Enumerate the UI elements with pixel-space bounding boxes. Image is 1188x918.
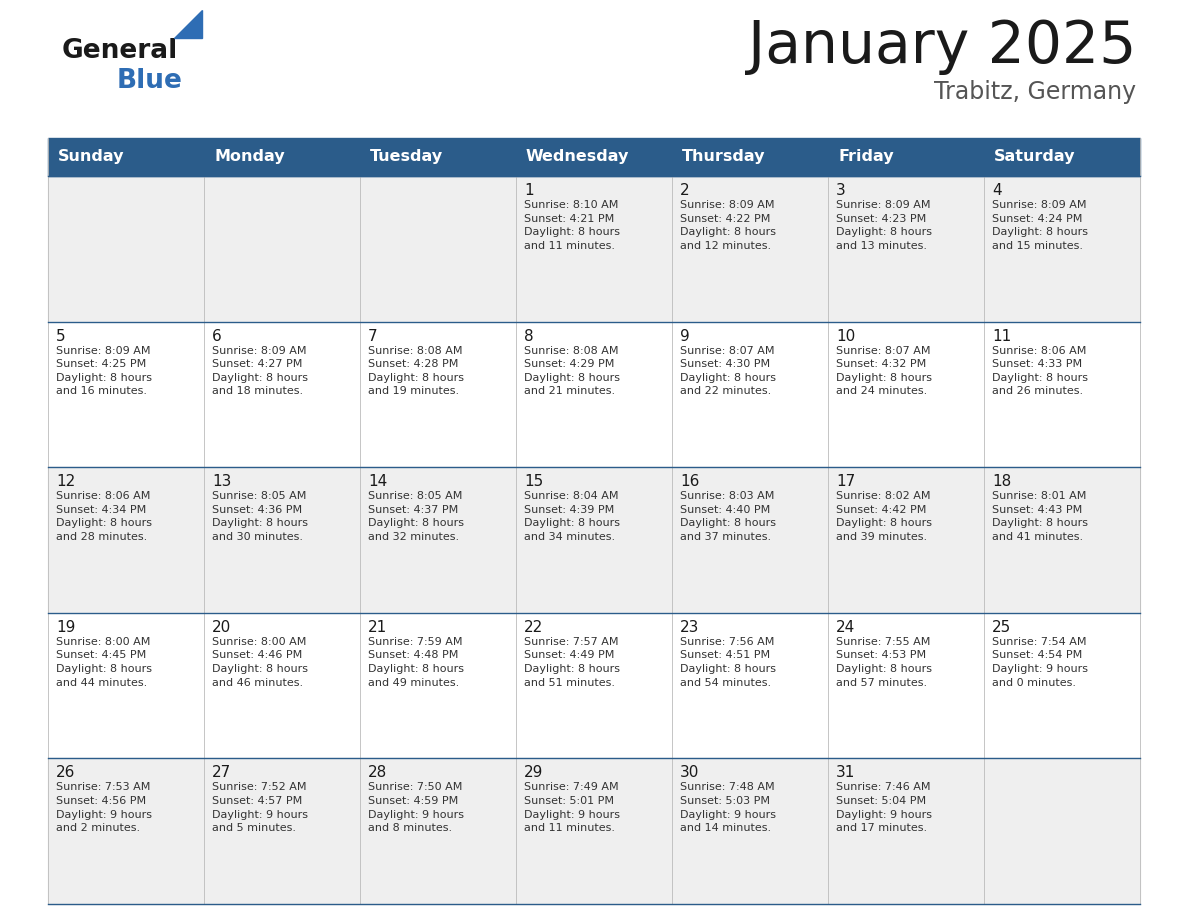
Text: Sunrise: 8:05 AM
Sunset: 4:36 PM
Daylight: 8 hours
and 30 minutes.: Sunrise: 8:05 AM Sunset: 4:36 PM Dayligh…: [211, 491, 308, 542]
Text: Sunrise: 7:52 AM
Sunset: 4:57 PM
Daylight: 9 hours
and 5 minutes.: Sunrise: 7:52 AM Sunset: 4:57 PM Dayligh…: [211, 782, 308, 834]
Text: 30: 30: [680, 766, 700, 780]
Text: Blue: Blue: [116, 68, 183, 94]
Text: 8: 8: [524, 329, 533, 343]
Text: Sunrise: 8:02 AM
Sunset: 4:42 PM
Daylight: 8 hours
and 39 minutes.: Sunrise: 8:02 AM Sunset: 4:42 PM Dayligh…: [836, 491, 933, 542]
Text: 24: 24: [836, 620, 855, 635]
Text: 26: 26: [56, 766, 75, 780]
Text: 18: 18: [992, 475, 1011, 489]
Text: 28: 28: [368, 766, 387, 780]
Text: Sunrise: 7:57 AM
Sunset: 4:49 PM
Daylight: 8 hours
and 51 minutes.: Sunrise: 7:57 AM Sunset: 4:49 PM Dayligh…: [524, 637, 620, 688]
Text: Sunrise: 7:50 AM
Sunset: 4:59 PM
Daylight: 9 hours
and 8 minutes.: Sunrise: 7:50 AM Sunset: 4:59 PM Dayligh…: [368, 782, 465, 834]
Text: 16: 16: [680, 475, 700, 489]
Text: Sunrise: 8:09 AM
Sunset: 4:25 PM
Daylight: 8 hours
and 16 minutes.: Sunrise: 8:09 AM Sunset: 4:25 PM Dayligh…: [56, 345, 152, 397]
Text: Sunrise: 7:48 AM
Sunset: 5:03 PM
Daylight: 9 hours
and 14 minutes.: Sunrise: 7:48 AM Sunset: 5:03 PM Dayligh…: [680, 782, 776, 834]
Text: Monday: Monday: [214, 150, 285, 164]
Text: 31: 31: [836, 766, 855, 780]
Text: Sunrise: 8:00 AM
Sunset: 4:45 PM
Daylight: 8 hours
and 44 minutes.: Sunrise: 8:00 AM Sunset: 4:45 PM Dayligh…: [56, 637, 152, 688]
Text: Sunrise: 8:01 AM
Sunset: 4:43 PM
Daylight: 8 hours
and 41 minutes.: Sunrise: 8:01 AM Sunset: 4:43 PM Dayligh…: [992, 491, 1088, 542]
Text: 27: 27: [211, 766, 232, 780]
Text: 10: 10: [836, 329, 855, 343]
Text: Sunrise: 8:07 AM
Sunset: 4:32 PM
Daylight: 8 hours
and 24 minutes.: Sunrise: 8:07 AM Sunset: 4:32 PM Dayligh…: [836, 345, 933, 397]
Text: 3: 3: [836, 183, 846, 198]
Bar: [48, 138, 1140, 176]
Text: Sunrise: 7:59 AM
Sunset: 4:48 PM
Daylight: 8 hours
and 49 minutes.: Sunrise: 7:59 AM Sunset: 4:48 PM Dayligh…: [368, 637, 465, 688]
Text: Sunrise: 7:49 AM
Sunset: 5:01 PM
Daylight: 9 hours
and 11 minutes.: Sunrise: 7:49 AM Sunset: 5:01 PM Dayligh…: [524, 782, 620, 834]
Text: 23: 23: [680, 620, 700, 635]
Text: Sunrise: 8:06 AM
Sunset: 4:34 PM
Daylight: 8 hours
and 28 minutes.: Sunrise: 8:06 AM Sunset: 4:34 PM Dayligh…: [56, 491, 152, 542]
Text: Wednesday: Wednesday: [526, 150, 630, 164]
Text: Sunrise: 8:07 AM
Sunset: 4:30 PM
Daylight: 8 hours
and 22 minutes.: Sunrise: 8:07 AM Sunset: 4:30 PM Dayligh…: [680, 345, 776, 397]
Text: Thursday: Thursday: [682, 150, 765, 164]
Text: 19: 19: [56, 620, 75, 635]
Text: Tuesday: Tuesday: [369, 150, 443, 164]
Text: 9: 9: [680, 329, 690, 343]
Text: Sunrise: 8:06 AM
Sunset: 4:33 PM
Daylight: 8 hours
and 26 minutes.: Sunrise: 8:06 AM Sunset: 4:33 PM Dayligh…: [992, 345, 1088, 397]
Text: 29: 29: [524, 766, 543, 780]
Text: 25: 25: [992, 620, 1011, 635]
Bar: [48, 613, 1140, 758]
Text: 4: 4: [992, 183, 1001, 198]
Text: 17: 17: [836, 475, 855, 489]
Polygon shape: [173, 10, 202, 38]
Text: Sunrise: 8:05 AM
Sunset: 4:37 PM
Daylight: 8 hours
and 32 minutes.: Sunrise: 8:05 AM Sunset: 4:37 PM Dayligh…: [368, 491, 465, 542]
Text: Sunrise: 8:08 AM
Sunset: 4:28 PM
Daylight: 8 hours
and 19 minutes.: Sunrise: 8:08 AM Sunset: 4:28 PM Dayligh…: [368, 345, 465, 397]
Text: 21: 21: [368, 620, 387, 635]
Text: Saturday: Saturday: [994, 150, 1075, 164]
Text: Sunrise: 8:09 AM
Sunset: 4:24 PM
Daylight: 8 hours
and 15 minutes.: Sunrise: 8:09 AM Sunset: 4:24 PM Dayligh…: [992, 200, 1088, 251]
Text: 22: 22: [524, 620, 543, 635]
Text: Sunrise: 8:08 AM
Sunset: 4:29 PM
Daylight: 8 hours
and 21 minutes.: Sunrise: 8:08 AM Sunset: 4:29 PM Dayligh…: [524, 345, 620, 397]
Bar: [48, 176, 1140, 321]
Text: 13: 13: [211, 475, 232, 489]
Text: 12: 12: [56, 475, 75, 489]
Text: 14: 14: [368, 475, 387, 489]
Text: January 2025: January 2025: [747, 18, 1136, 75]
Text: General: General: [62, 38, 178, 64]
Text: Sunrise: 8:09 AM
Sunset: 4:23 PM
Daylight: 8 hours
and 13 minutes.: Sunrise: 8:09 AM Sunset: 4:23 PM Dayligh…: [836, 200, 933, 251]
Bar: [48, 758, 1140, 904]
Text: Sunrise: 8:09 AM
Sunset: 4:27 PM
Daylight: 8 hours
and 18 minutes.: Sunrise: 8:09 AM Sunset: 4:27 PM Dayligh…: [211, 345, 308, 397]
Text: Sunrise: 8:04 AM
Sunset: 4:39 PM
Daylight: 8 hours
and 34 minutes.: Sunrise: 8:04 AM Sunset: 4:39 PM Dayligh…: [524, 491, 620, 542]
Bar: [48, 467, 1140, 613]
Text: 7: 7: [368, 329, 378, 343]
Text: Trabitz, Germany: Trabitz, Germany: [934, 80, 1136, 104]
Text: 1: 1: [524, 183, 533, 198]
Text: Sunrise: 7:56 AM
Sunset: 4:51 PM
Daylight: 8 hours
and 54 minutes.: Sunrise: 7:56 AM Sunset: 4:51 PM Dayligh…: [680, 637, 776, 688]
Text: Sunrise: 8:10 AM
Sunset: 4:21 PM
Daylight: 8 hours
and 11 minutes.: Sunrise: 8:10 AM Sunset: 4:21 PM Dayligh…: [524, 200, 620, 251]
Text: Sunrise: 8:03 AM
Sunset: 4:40 PM
Daylight: 8 hours
and 37 minutes.: Sunrise: 8:03 AM Sunset: 4:40 PM Dayligh…: [680, 491, 776, 542]
Text: 15: 15: [524, 475, 543, 489]
Text: Sunrise: 7:53 AM
Sunset: 4:56 PM
Daylight: 9 hours
and 2 minutes.: Sunrise: 7:53 AM Sunset: 4:56 PM Dayligh…: [56, 782, 152, 834]
Bar: [48, 321, 1140, 467]
Text: Friday: Friday: [838, 150, 893, 164]
Text: Sunrise: 7:54 AM
Sunset: 4:54 PM
Daylight: 9 hours
and 0 minutes.: Sunrise: 7:54 AM Sunset: 4:54 PM Dayligh…: [992, 637, 1088, 688]
Text: Sunrise: 7:55 AM
Sunset: 4:53 PM
Daylight: 8 hours
and 57 minutes.: Sunrise: 7:55 AM Sunset: 4:53 PM Dayligh…: [836, 637, 933, 688]
Text: 11: 11: [992, 329, 1011, 343]
Text: Sunrise: 7:46 AM
Sunset: 5:04 PM
Daylight: 9 hours
and 17 minutes.: Sunrise: 7:46 AM Sunset: 5:04 PM Dayligh…: [836, 782, 933, 834]
Text: Sunrise: 8:09 AM
Sunset: 4:22 PM
Daylight: 8 hours
and 12 minutes.: Sunrise: 8:09 AM Sunset: 4:22 PM Dayligh…: [680, 200, 776, 251]
Text: 5: 5: [56, 329, 65, 343]
Text: 20: 20: [211, 620, 232, 635]
Text: 6: 6: [211, 329, 222, 343]
Text: Sunrise: 8:00 AM
Sunset: 4:46 PM
Daylight: 8 hours
and 46 minutes.: Sunrise: 8:00 AM Sunset: 4:46 PM Dayligh…: [211, 637, 308, 688]
Text: 2: 2: [680, 183, 689, 198]
Text: Sunday: Sunday: [58, 150, 125, 164]
